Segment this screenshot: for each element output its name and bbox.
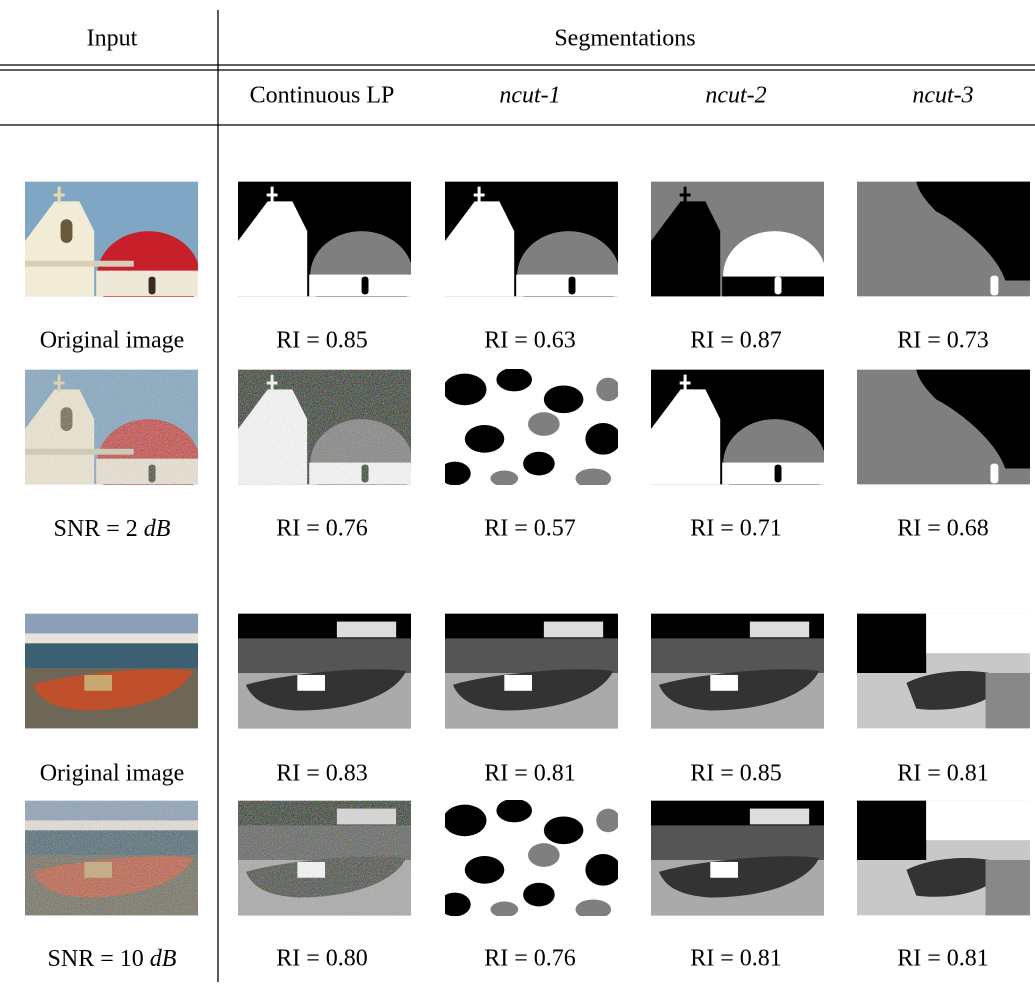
input-image — [25, 181, 198, 297]
score: RI = 0.68 — [897, 516, 989, 542]
segmentation-image — [857, 800, 1030, 916]
input-label: Original image — [40, 761, 185, 787]
score: RI = 0.71 — [690, 516, 782, 542]
score: RI = 0.87 — [690, 328, 782, 354]
score: RI = 0.81 — [690, 946, 782, 972]
score: RI = 0.85 — [276, 328, 368, 354]
segmentation-image — [445, 613, 618, 729]
segmentation-image — [651, 181, 824, 297]
segmentation-image — [857, 181, 1030, 297]
segmentation-image — [238, 369, 411, 485]
input-label: SNR = 2 dB — [54, 516, 171, 542]
segmentation-image — [651, 800, 824, 916]
segmentation-image — [445, 369, 618, 485]
segmentation-image — [445, 800, 618, 916]
score: RI = 0.76 — [484, 946, 576, 972]
input-image — [25, 613, 198, 729]
score: RI = 0.81 — [897, 761, 989, 787]
segmentation-image — [651, 613, 824, 729]
score: RI = 0.73 — [897, 328, 989, 354]
score: RI = 0.76 — [276, 516, 368, 542]
input-label: Original image — [40, 328, 185, 354]
segmentation-image — [238, 800, 411, 916]
segmentation-image — [445, 181, 618, 297]
score: RI = 0.63 — [484, 328, 576, 354]
input-image — [25, 369, 198, 485]
score: RI = 0.80 — [276, 946, 368, 972]
segmentation-image — [857, 369, 1030, 485]
input-label: SNR = 10 dB — [48, 946, 177, 972]
header-segmentations: Segmentations — [554, 26, 695, 52]
segmentation-image — [651, 369, 824, 485]
segmentation-image — [238, 181, 411, 297]
column-header: ncut-3 — [912, 83, 973, 109]
score: RI = 0.81 — [484, 761, 576, 787]
column-header: Continuous LP — [250, 83, 395, 109]
input-image — [25, 800, 198, 916]
column-header: ncut-2 — [705, 83, 766, 109]
segmentation-image — [857, 613, 1030, 729]
column-header: ncut-1 — [499, 83, 560, 109]
score: RI = 0.85 — [690, 761, 782, 787]
score: RI = 0.81 — [897, 946, 989, 972]
score: RI = 0.83 — [276, 761, 368, 787]
header-input: Input — [87, 26, 138, 52]
score: RI = 0.57 — [484, 516, 576, 542]
segmentation-image — [238, 613, 411, 729]
